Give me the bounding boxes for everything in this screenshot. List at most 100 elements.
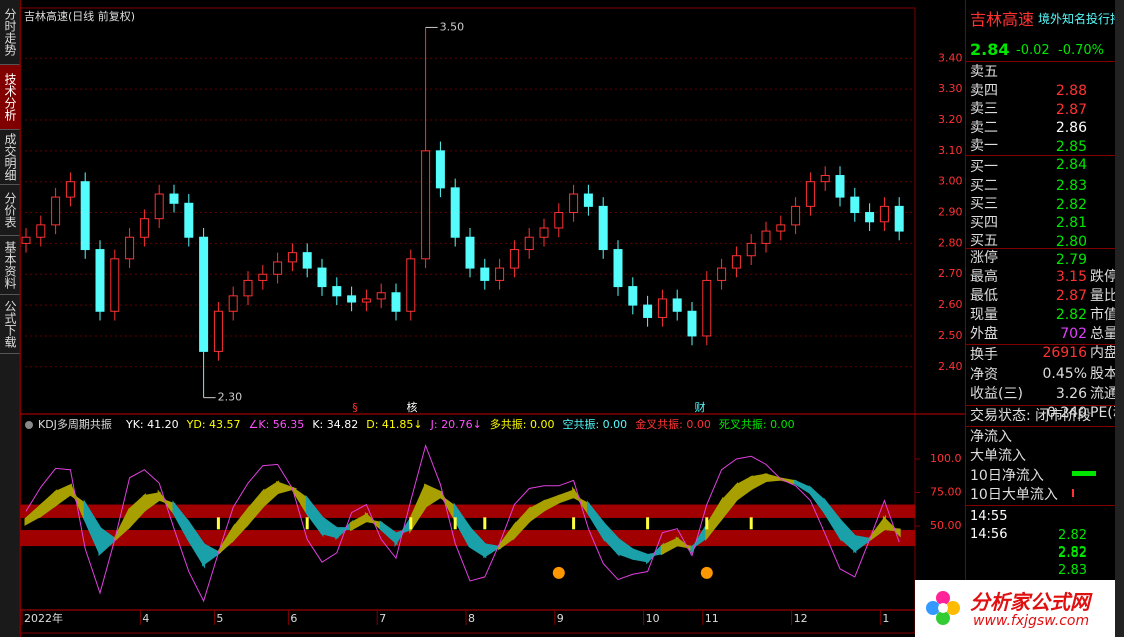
kd-band	[734, 475, 753, 503]
separator	[966, 505, 1116, 506]
tick-price: 2.82	[1058, 545, 1087, 560]
tick-row: 14:56 2.82	[970, 525, 1116, 561]
candle-body	[332, 286, 342, 297]
candle-body	[199, 236, 209, 352]
candle-body	[317, 267, 327, 288]
kd-band	[128, 493, 146, 530]
stat-label: 股本	[1090, 366, 1116, 382]
candle-body	[509, 249, 519, 269]
candle-body	[894, 205, 904, 232]
stat-label: 最高	[970, 269, 998, 285]
candle-body	[613, 249, 623, 288]
readout: YK: 41.20	[125, 418, 179, 431]
change: -0.02	[1016, 43, 1050, 58]
kd-band	[557, 489, 576, 505]
book-price: 2.83	[1055, 178, 1087, 194]
book-label: 买五	[970, 233, 998, 250]
book-label: 卖二	[970, 119, 998, 136]
stat-label: 现量	[970, 307, 998, 323]
readout: ∠K: 56.35	[249, 418, 305, 431]
candle-body	[287, 252, 297, 263]
kd-band	[320, 515, 339, 539]
book-label: 卖四	[970, 82, 998, 99]
book-price: 2.85	[1055, 138, 1087, 155]
y-tick-label: 50.00	[930, 519, 962, 532]
signal	[409, 517, 413, 530]
tab[interactable]: 公式下载	[0, 295, 20, 354]
book-row: 卖一 2.84	[970, 137, 1116, 173]
kd-band	[98, 525, 118, 557]
indicator-toggle[interactable]	[25, 421, 33, 429]
separator	[966, 344, 1116, 345]
tick-price: 2.83	[1058, 563, 1087, 578]
kd-band	[631, 547, 650, 563]
book-price: 2.82	[1055, 196, 1087, 213]
candle-body	[480, 267, 490, 281]
stat-value: 2.87	[1055, 288, 1087, 304]
candle-body	[865, 212, 875, 223]
candle-body	[569, 193, 579, 214]
candle-body	[731, 255, 741, 269]
x-tick-label: 9	[557, 612, 564, 625]
flow-label: 净流入	[970, 429, 1012, 445]
stock-name: 吉林高速	[970, 10, 1035, 29]
candle-body	[184, 202, 194, 238]
candle-body	[598, 205, 608, 251]
flow-label: 大单流入	[970, 448, 1026, 465]
tick-price: 2.82	[1058, 528, 1087, 543]
stat-label: 流通	[1090, 385, 1116, 402]
scrollbar[interactable]	[1115, 0, 1124, 637]
logo-url: www.fxjgsw.com	[973, 613, 1090, 629]
candle-body	[139, 218, 149, 238]
stat-label: 换手	[970, 347, 998, 363]
signal	[453, 517, 457, 530]
tab[interactable]: 分价表	[0, 185, 20, 236]
tick-price: 2.82	[1058, 546, 1087, 561]
event-marker: 核	[407, 400, 418, 414]
chart: 吉林高速(日线 前复权) KDJ多周期共振 YK: 41.20 YD: 43.57…	[19, 7, 965, 634]
signal	[572, 517, 576, 530]
tick-time: 14:55	[970, 509, 1008, 524]
y-tick-label: 100.0	[930, 452, 962, 465]
candle-body	[95, 249, 105, 312]
book-price: 2.88	[1055, 83, 1087, 99]
stat-label: 收益(三)	[970, 386, 1023, 402]
candle-body	[258, 273, 268, 281]
tab[interactable]: 成交明细	[0, 130, 20, 185]
stat-label: 外盘	[970, 326, 998, 342]
kd-band	[276, 480, 298, 495]
y-tick-label: 3.10	[938, 144, 963, 157]
signal-mark	[552, 566, 565, 579]
y-tick-label: 2.60	[938, 298, 963, 311]
candle-body	[524, 236, 534, 251]
x-tick-label: 6	[290, 612, 297, 625]
candle-body	[746, 242, 756, 257]
stat-row: 现量 702 总量	[970, 306, 1116, 342]
signal	[646, 517, 650, 530]
candle-body	[110, 258, 120, 312]
news[interactable]: 境外知名投行持	[1038, 12, 1116, 26]
stat-value: 26916	[1042, 345, 1087, 361]
tab[interactable]: 分时走势	[0, 0, 20, 65]
readout: 金叉共振: 0.00	[635, 417, 711, 431]
candle-body	[776, 224, 786, 232]
signal	[705, 517, 709, 530]
sidebar: 分时走势 技术分析 成交明细 分价表 基本资料 公式下载	[0, 0, 21, 637]
candle-body	[820, 175, 830, 183]
separator	[966, 61, 1116, 62]
book-label: 卖一	[970, 138, 998, 155]
y-tick-label: 3.00	[938, 175, 963, 188]
candle-body	[406, 258, 416, 312]
kd-band	[246, 488, 265, 528]
quote-panel: 吉林高速 境外知名投行持 2.84 -0.02 -0.70% 卖五 2.88 卖四 2…	[965, 0, 1116, 580]
max-label: 3.50	[440, 20, 465, 33]
x-tick-label: 7	[379, 612, 386, 625]
tab[interactable]: 基本资料	[0, 236, 20, 295]
stat-label: 跌停	[1090, 269, 1116, 285]
y-tick-label: 2.40	[938, 360, 963, 373]
tick-row: 2.83	[970, 561, 1116, 580]
tab[interactable]: 技术分析	[0, 65, 20, 130]
separator	[966, 405, 1116, 406]
candle-body	[228, 295, 238, 312]
